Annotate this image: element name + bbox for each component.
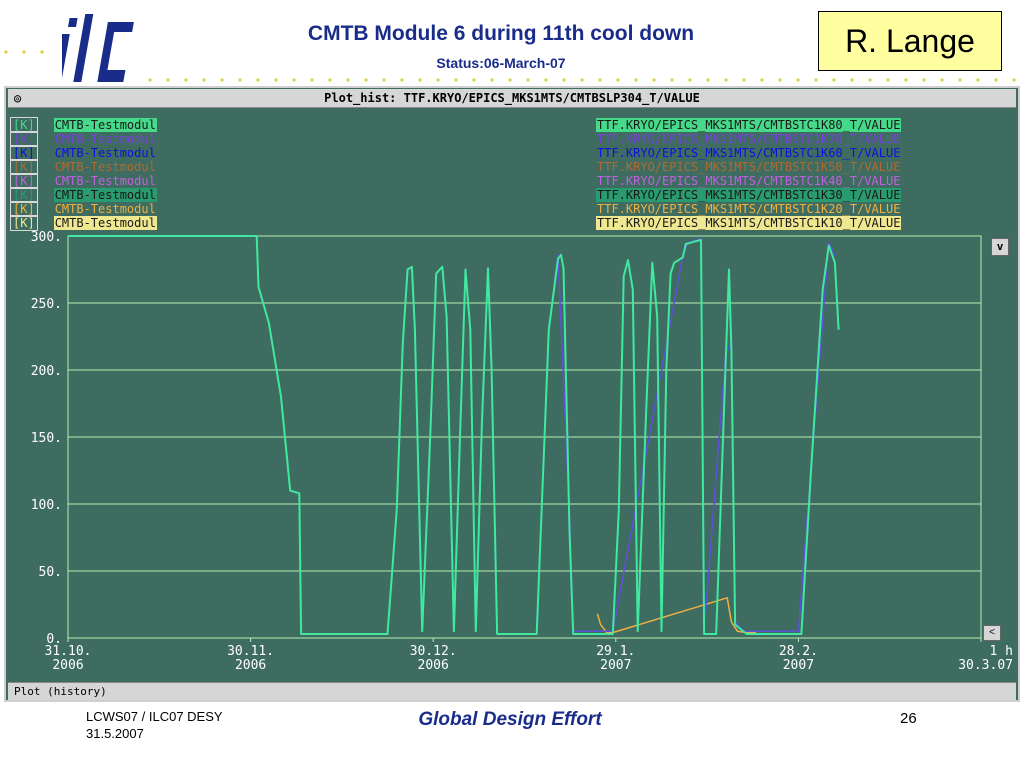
x-tick-label: 29.1.	[596, 644, 635, 659]
scroll-left-button[interactable]: <	[983, 625, 1001, 641]
legend-channel: TTF.KRYO/EPICS_MKS1MTS/CMTBSTC1K80_T/VAL…	[596, 118, 902, 132]
legend-row[interactable]: [K] CMTB-Testmodul	[10, 117, 157, 133]
x-tick-label: 30.12.	[410, 644, 457, 659]
x-tick-label: 31.10.	[45, 644, 92, 659]
footer-conference: LCWS07 / ILC07 DESY 31.5.2007	[86, 708, 223, 742]
y-tick-label: 50.	[39, 565, 62, 580]
legend-row[interactable]: [K] CMTB-Testmodul	[10, 131, 157, 147]
channel-name: TTF.KRYO/EPICS_MKS1MTS/CMTBSTC1K40_T/VAL…	[597, 174, 901, 188]
series-name: CMTB-Testmodul	[53, 118, 157, 132]
unit-tag[interactable]: [K]	[10, 159, 38, 175]
y-tick-label: 100.	[31, 498, 62, 513]
legend-row[interactable]: [K] CMTB-Testmodul	[10, 145, 157, 161]
scroll-down-button[interactable]: v	[991, 238, 1009, 256]
window-menu-icon[interactable]: ◎	[14, 91, 22, 105]
plot-window: ◎ Plot_hist: TTF.KRYO/EPICS_MKS1MTS/CMTB…	[4, 86, 1020, 702]
y-tick-label: 200.	[31, 364, 62, 379]
legend-row[interactable]: [K] CMTB-Testmodul	[10, 159, 157, 175]
window-titlebar[interactable]: ◎ Plot_hist: TTF.KRYO/EPICS_MKS1MTS/CMTB…	[8, 89, 1016, 108]
x-tick-label: 2006	[52, 658, 83, 673]
unit-tag[interactable]: [K]	[10, 131, 38, 147]
series-name: CMTB-Testmodul	[54, 174, 156, 188]
legend-channel: TTF.KRYO/EPICS_MKS1MTS/CMTBSTC1K10_T/VAL…	[596, 216, 902, 230]
page-number: 26	[900, 710, 917, 727]
x-tick-label: 2006	[418, 658, 449, 673]
series-line	[68, 235, 840, 635]
y-tick-label: 150.	[31, 431, 62, 446]
footer-conference-line1: LCWS07 / ILC07 DESY	[86, 709, 223, 724]
unit-tag[interactable]: [K]	[10, 173, 38, 189]
y-tick-label: 250.	[31, 297, 62, 312]
series-name: CMTB-Testmodul	[54, 160, 156, 174]
channel-name: TTF.KRYO/EPICS_MKS1MTS/CMTBSTC1K80_T/VAL…	[596, 118, 902, 132]
series-line	[535, 237, 836, 633]
unit-tag[interactable]: [K]	[10, 187, 38, 203]
channel-name: TTF.KRYO/EPICS_MKS1MTS/CMTBSTC1K70_T/VAL…	[597, 132, 901, 146]
legend-row[interactable]: [K] CMTB-Testmodul	[10, 187, 157, 203]
legend-channel: TTF.KRYO/EPICS_MKS1MTS/CMTBSTC1K20_T/VAL…	[596, 202, 901, 216]
slide-subtitle: Status:06-March-07	[436, 55, 566, 71]
series-name: CMTB-Testmodul	[54, 202, 156, 216]
series-name: CMTB-Testmodul	[54, 146, 156, 160]
x-tick-label: 2007	[600, 658, 631, 673]
channel-name: TTF.KRYO/EPICS_MKS1MTS/CMTBSTC1K20_T/VAL…	[597, 202, 901, 216]
x-tick-label: 28.2.	[779, 644, 818, 659]
unit-tag[interactable]: [K]	[10, 117, 38, 133]
legend-left: [K] CMTB-Testmodul [K] CMTB-Testmodul [K] CMT…	[10, 117, 157, 231]
dotted-divider	[4, 50, 1016, 82]
y-tick-label: 0.	[46, 632, 62, 647]
window-title: Plot_hist: TTF.KRYO/EPICS_MKS1MTS/CMTBSL…	[324, 91, 700, 105]
x-tick-label: 30.3.07	[958, 658, 1013, 673]
legend-channel: TTF.KRYO/EPICS_MKS1MTS/CMTBSTC1K50_T/VAL…	[596, 160, 901, 174]
legend-row[interactable]: [K] CMTB-Testmodul	[10, 215, 157, 231]
legend-channel: TTF.KRYO/EPICS_MKS1MTS/CMTBSTC1K30_T/VAL…	[596, 188, 902, 202]
legend-right: TTF.KRYO/EPICS_MKS1MTS/CMTBSTC1K80_T/VAL…	[596, 118, 902, 230]
unit-tag[interactable]: [K]	[10, 201, 38, 217]
series-line	[596, 597, 756, 634]
legend-channel: TTF.KRYO/EPICS_MKS1MTS/CMTBSTC1K70_T/VAL…	[596, 132, 901, 146]
series-name: CMTB-Testmodul	[53, 216, 157, 230]
unit-tag[interactable]: [K]	[10, 215, 38, 231]
legend-row[interactable]: [K] CMTB-Testmodul	[10, 201, 157, 217]
channel-name: TTF.KRYO/EPICS_MKS1MTS/CMTBSTC1K10_T/VAL…	[596, 216, 902, 230]
unit-tag[interactable]: [K]	[10, 145, 38, 161]
status-text: Plot (history)	[14, 685, 107, 698]
author-box: R. Lange	[818, 11, 1002, 71]
legend-channel: TTF.KRYO/EPICS_MKS1MTS/CMTBSTC1K60_T/VAL…	[596, 146, 901, 160]
channel-name: TTF.KRYO/EPICS_MKS1MTS/CMTBSTC1K30_T/VAL…	[596, 188, 902, 202]
x-tick-label: 2006	[235, 658, 266, 673]
channel-name: TTF.KRYO/EPICS_MKS1MTS/CMTBSTC1K60_T/VAL…	[597, 146, 901, 160]
x-tick-label: 30.11.	[227, 644, 274, 659]
legend-row[interactable]: [K] CMTB-Testmodul	[10, 173, 157, 189]
status-bar: Plot (history)	[8, 682, 1016, 700]
legend-channel: TTF.KRYO/EPICS_MKS1MTS/CMTBSTC1K40_T/VAL…	[596, 174, 901, 188]
x-tick-label: 1 h	[990, 644, 1013, 659]
series-name: CMTB-Testmodul	[54, 132, 156, 146]
channel-name: TTF.KRYO/EPICS_MKS1MTS/CMTBSTC1K50_T/VAL…	[597, 160, 901, 174]
slide-title: CMTB Module 6 during 11th cool down	[307, 22, 695, 45]
series-name: CMTB-Testmodul	[53, 188, 157, 202]
y-tick-label: 300.	[31, 230, 62, 245]
footer-title: Global Design Effort	[418, 709, 602, 730]
ilc-logo: ilc	[62, 14, 134, 82]
history-plot[interactable]: 300.250.200.150.100.50.0.31.10.200630.11…	[6, 88, 1018, 700]
footer-conference-line2: 31.5.2007	[86, 726, 144, 741]
x-tick-label: 2007	[783, 658, 814, 673]
